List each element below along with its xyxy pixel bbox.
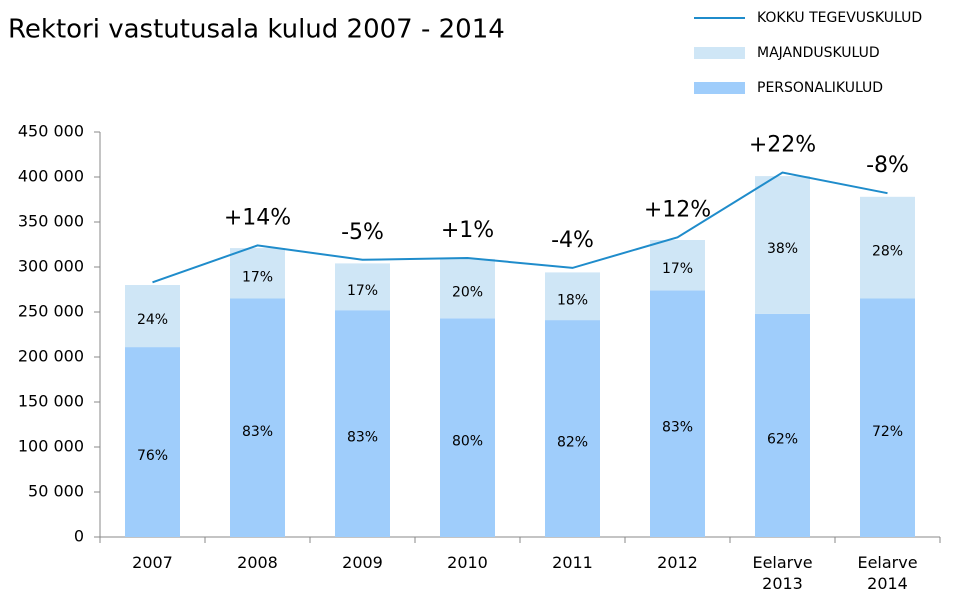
legend-label: KOKKU TEGEVUSKULUD [757, 10, 922, 26]
x-tick-label: 2011 [552, 553, 593, 572]
bar-label: 83% [347, 430, 378, 446]
chart-title: Rektori vastutusala kulud 2007 - 2014 [8, 15, 505, 45]
y-tick-label: 50 000 [28, 482, 84, 501]
y-tick-label: 250 000 [18, 302, 84, 321]
bar-segment [860, 298, 915, 537]
change-label: +22% [749, 133, 816, 158]
y-tick-label: 350 000 [18, 212, 84, 231]
bar-label: 17% [347, 283, 378, 299]
bar-segment [335, 263, 390, 311]
change-label: +12% [644, 197, 711, 222]
bar-label: 18% [557, 292, 588, 308]
legend-label: PERSONALIKULUD [757, 80, 883, 96]
y-tick-label: 400 000 [18, 167, 84, 186]
legend-swatch [694, 82, 745, 94]
x-tick-label: 2010 [447, 553, 488, 572]
bar-segment [440, 258, 495, 319]
bar-label: 80% [452, 434, 483, 450]
change-label: +1% [441, 218, 494, 243]
bar-label: 20% [452, 285, 483, 301]
bar-label: 24% [137, 312, 168, 328]
change-label: +14% [224, 205, 291, 230]
bar-label: 62% [767, 431, 798, 447]
legend-label: MAJANDUSKULUD [757, 45, 880, 61]
bar-label: 83% [242, 424, 273, 440]
y-tick-label: 300 000 [18, 257, 84, 276]
y-tick-label: 0 [74, 527, 84, 546]
bar-segment [755, 176, 810, 314]
y-tick-label: 200 000 [18, 347, 84, 366]
bar-label: 38% [767, 241, 798, 257]
y-tick-label: 150 000 [18, 392, 84, 411]
change-label: -4% [551, 228, 594, 253]
x-tick-label: 2008 [237, 553, 278, 572]
change-label: -8% [866, 153, 909, 178]
bar-segment [125, 285, 180, 348]
bar-label: 17% [242, 269, 273, 285]
bar-label: 76% [137, 448, 168, 464]
bar-segment [755, 313, 810, 537]
bar-segment [650, 240, 705, 291]
change-label: -5% [341, 220, 384, 245]
bar-segment [440, 318, 495, 537]
y-tick-label: 100 000 [18, 437, 84, 456]
x-tick-label: 2009 [342, 553, 383, 572]
bar-label: 17% [662, 261, 693, 277]
x-tick-label: 2007 [132, 553, 173, 572]
x-tick-label: 2012 [657, 553, 698, 572]
x-tick-label: Eelarve 2013 [752, 553, 813, 593]
bar-label: 28% [872, 244, 903, 260]
bar-segment [335, 310, 390, 537]
bar-label: 72% [872, 424, 903, 440]
bar-label: 82% [557, 435, 588, 451]
bar-segment [230, 298, 285, 537]
bar-segment [545, 320, 600, 537]
bar-segment [650, 290, 705, 537]
bar-label: 83% [662, 420, 693, 436]
x-tick-label: Eelarve 2014 [857, 553, 918, 593]
y-tick-label: 450 000 [18, 122, 84, 141]
bar-segment [860, 196, 915, 299]
total-line [152, 171, 888, 284]
bar-segment [545, 272, 600, 321]
bar-segment [125, 347, 180, 537]
bar-segment [230, 248, 285, 299]
legend-swatch [694, 47, 745, 59]
